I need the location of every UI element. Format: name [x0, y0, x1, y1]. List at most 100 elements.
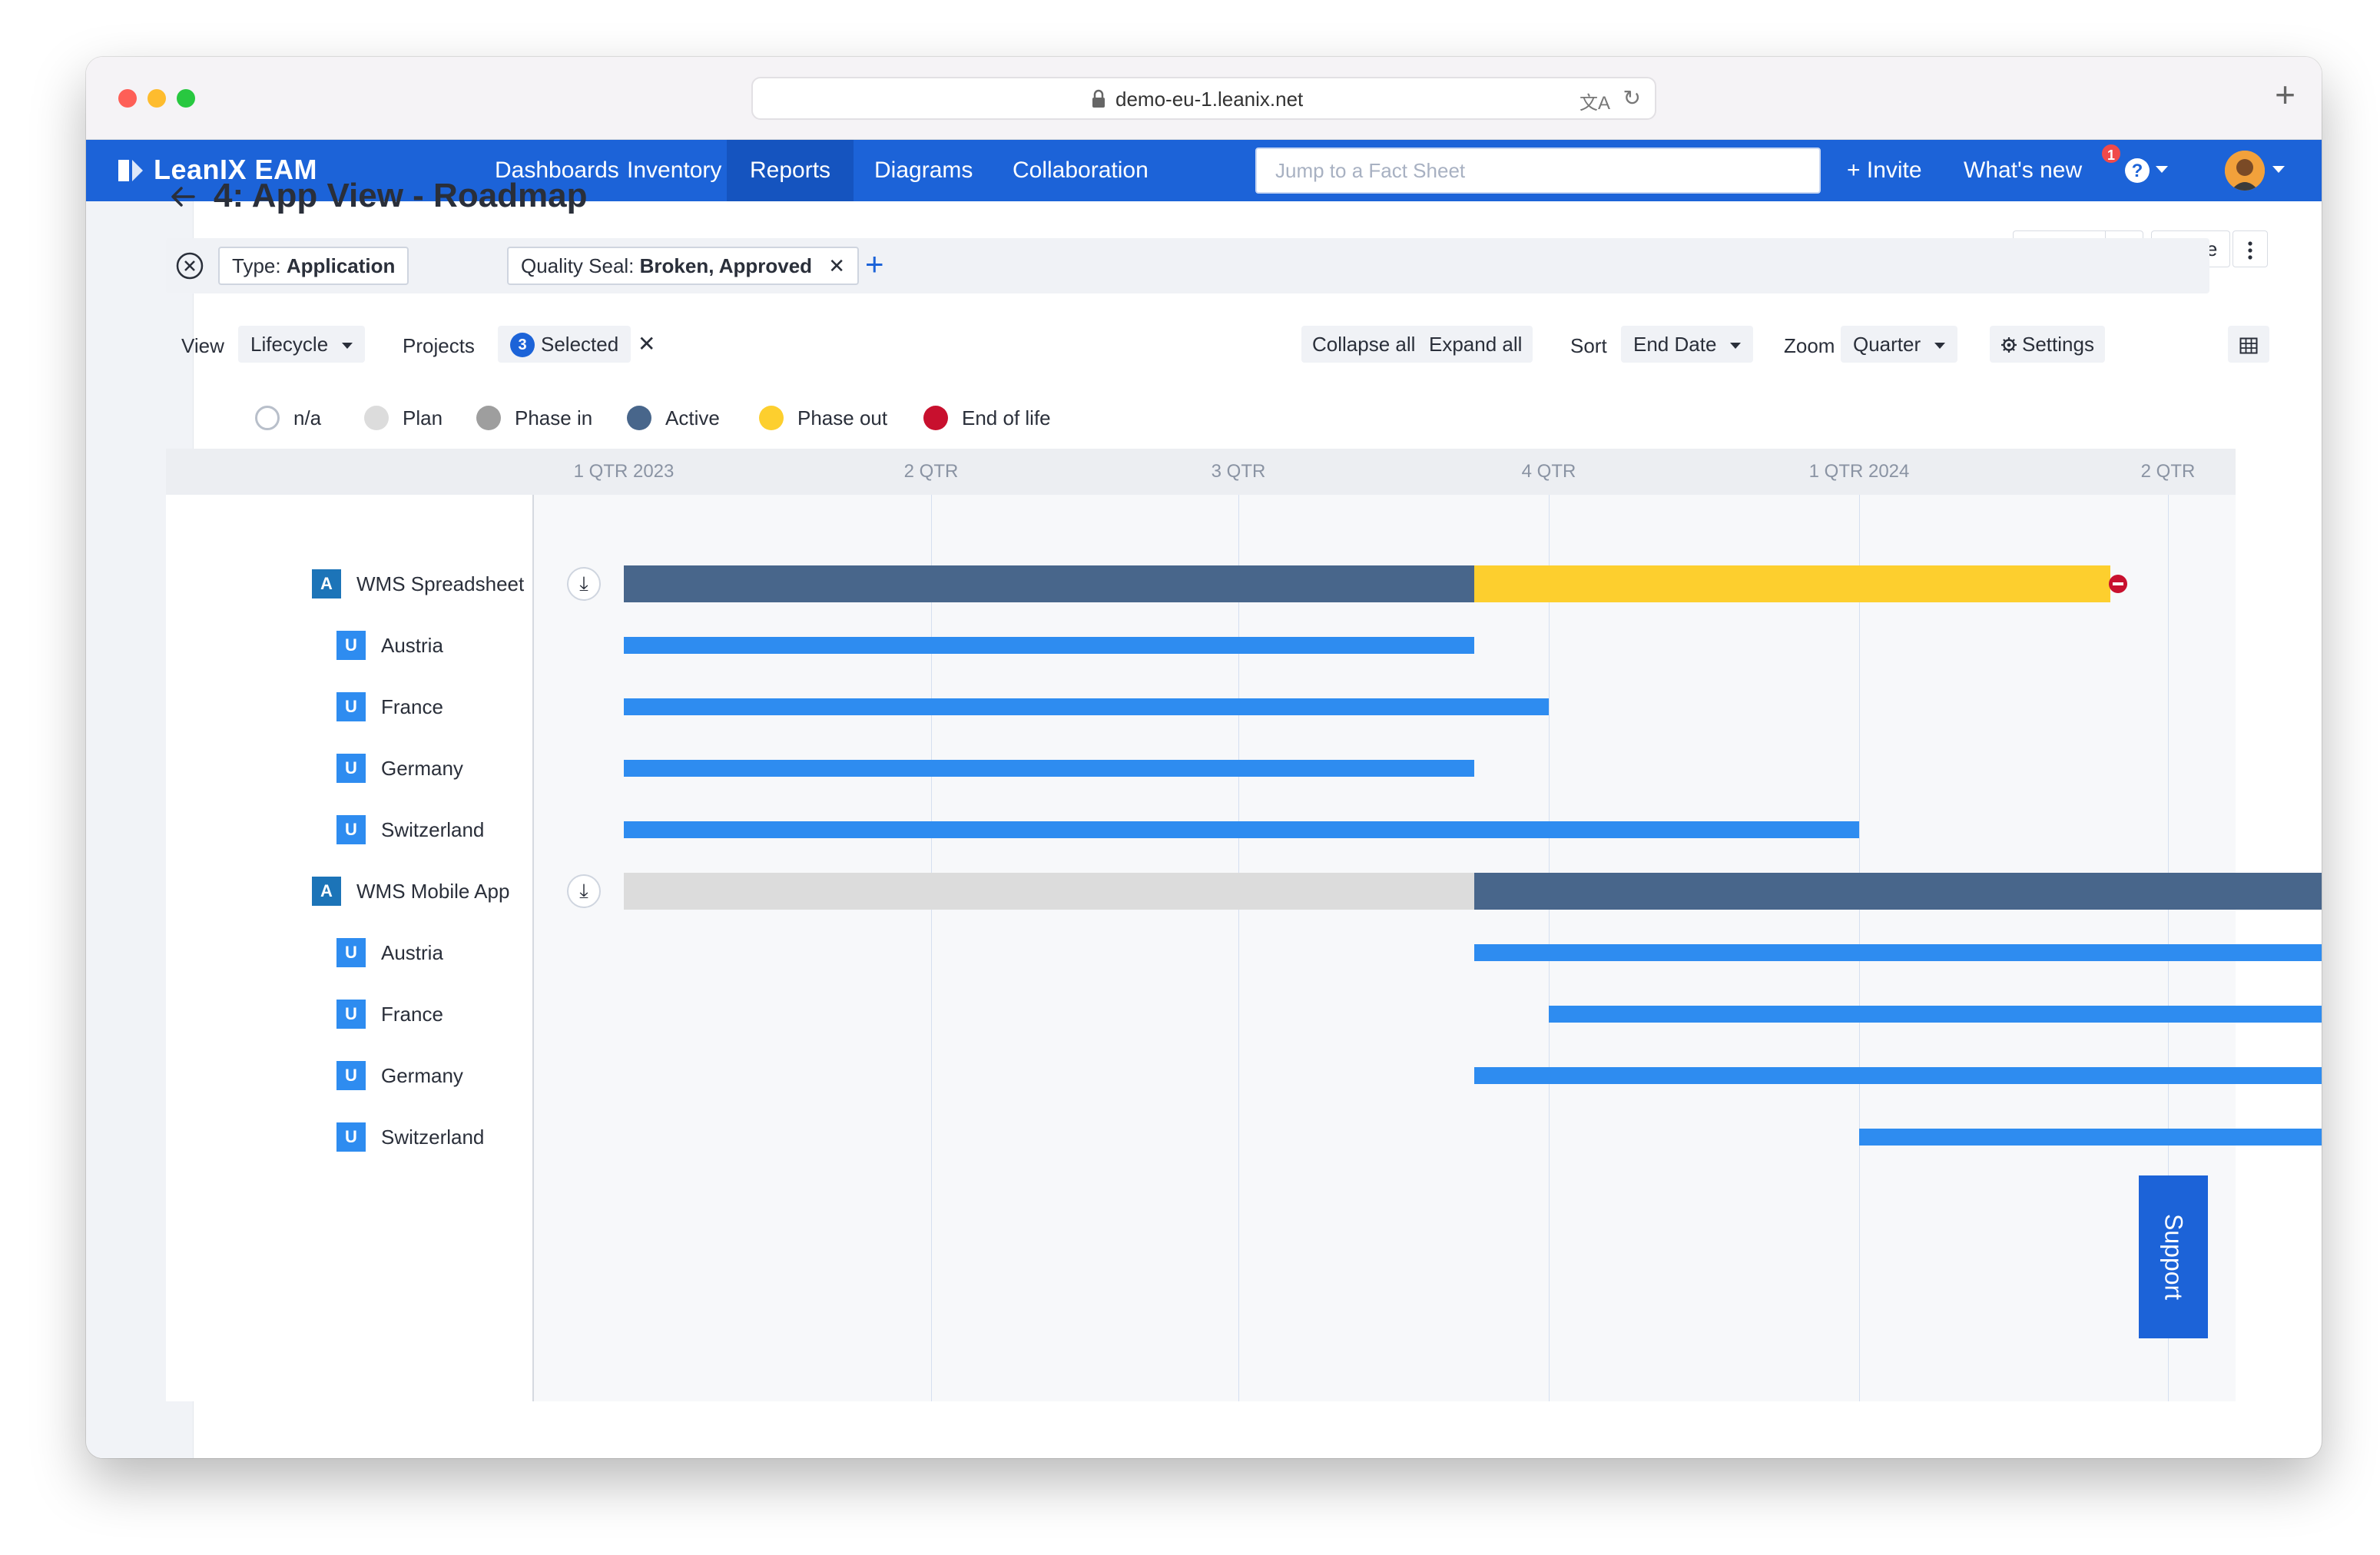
quarter-label: 2 QTR — [903, 461, 959, 482]
row-name: Austria — [381, 941, 443, 964]
zoom-label: Zoom — [1784, 334, 1835, 357]
project-bar[interactable] — [624, 698, 1549, 715]
legend-swatch — [923, 406, 948, 431]
legend-item-phase-out: Phase out — [759, 403, 887, 433]
application-type-icon: A — [312, 877, 341, 907]
legend-label: End of life — [962, 406, 1051, 429]
user-group-row-label[interactable]: U France — [336, 691, 443, 722]
nav-item-inventory[interactable]: Inventory — [627, 157, 722, 183]
project-bar[interactable] — [624, 637, 1475, 654]
lifecycle-bar-plan[interactable] — [624, 873, 1475, 910]
view-select[interactable]: Lifecycle — [238, 326, 366, 363]
user-group-row-label[interactable]: U Germany — [336, 753, 463, 784]
application-row-label[interactable]: A WMS Spreadsheet — [312, 569, 524, 599]
legend-label: Active — [665, 406, 720, 429]
quarter-label: 3 QTR — [1211, 461, 1266, 482]
user-group-type-icon: U — [336, 754, 366, 784]
page-title: 4: App View - Roadmap — [214, 177, 588, 214]
lifecycle-bar-phase-out[interactable] — [1474, 565, 2110, 602]
projects-select[interactable]: 3 Selected — [498, 326, 631, 363]
application-row-label[interactable]: A WMS Mobile App — [312, 876, 509, 907]
user-avatar[interactable] — [2225, 151, 2265, 191]
minimize-window-button[interactable] — [148, 89, 166, 108]
legend-item-phase-in: Phase in — [476, 403, 592, 433]
kebab-menu-icon — [2248, 241, 2252, 260]
support-tab[interactable]: Support — [2139, 1175, 2208, 1338]
table-grid-icon — [2239, 337, 2258, 354]
maximize-window-button[interactable] — [177, 89, 195, 108]
filter-value: Application — [286, 254, 396, 277]
user-group-type-icon: U — [336, 692, 366, 722]
user-group-row-label[interactable]: U Switzerland — [336, 814, 484, 845]
project-bar[interactable] — [624, 760, 1475, 777]
legend-item-end-of-life: End of life — [923, 403, 1051, 433]
reload-icon[interactable]: ↻ — [1623, 86, 1641, 110]
row-name: Germany — [381, 757, 463, 780]
quarter-label: 1 QTR 2023 — [573, 461, 675, 482]
table-view-button[interactable] — [2228, 326, 2269, 363]
legend-swatch — [476, 406, 501, 431]
filter-chip-quality-seal[interactable]: Quality Seal: Broken, Approved ✕ — [507, 247, 860, 285]
url-text: demo-eu-1.leanix.net — [1115, 88, 1304, 111]
project-bar[interactable] — [1474, 1067, 2322, 1084]
filter-chip-type[interactable]: Type: Application — [218, 247, 409, 285]
legend-swatch — [364, 406, 389, 431]
nav-item-collaboration[interactable]: Collaboration — [1013, 157, 1149, 183]
projects-select-value: Selected — [541, 333, 619, 356]
fact-sheet-search — [1255, 148, 1821, 194]
project-bar[interactable] — [1859, 1129, 2322, 1146]
sort-select-value: End Date — [1633, 333, 1717, 356]
user-group-type-icon: U — [336, 1122, 366, 1152]
end-of-life-marker[interactable] — [2108, 575, 2127, 593]
zoom-select[interactable]: Quarter — [1841, 326, 1958, 363]
brand-name[interactable]: LeanIX EAM — [154, 154, 318, 185]
legend-label: n/a — [293, 406, 322, 429]
help-chevron-down-icon[interactable] — [2156, 166, 2168, 173]
user-group-row-label[interactable]: U Austria — [336, 630, 443, 661]
clear-projects-icon[interactable]: ✕ — [638, 332, 656, 356]
whats-new-button[interactable]: What's new — [1964, 157, 2083, 183]
nav-item-diagrams[interactable]: Diagrams — [874, 157, 973, 183]
app-navbar: LeanIX EAM Dashboards Inventory Reports Dia… — [86, 140, 2322, 201]
project-bar[interactable] — [1549, 1006, 2322, 1023]
new-tab-button[interactable]: + — [2275, 75, 2295, 114]
clear-filters-icon[interactable] — [175, 251, 204, 280]
expand-all-button[interactable]: Expand all — [1418, 326, 1533, 363]
show-dependencies-icon[interactable]: ⤓ — [567, 567, 601, 601]
quarter-label: 1 QTR 2024 — [1808, 461, 1910, 482]
settings-button[interactable]: Settings — [1990, 326, 2105, 363]
search-input[interactable] — [1257, 149, 1819, 192]
lock-icon — [1092, 89, 1105, 108]
sort-select[interactable]: End Date — [1621, 326, 1754, 363]
quarter-gridline — [1238, 495, 1239, 1401]
address-bar[interactable]: demo-eu-1.leanix.net 文A ↻ — [751, 77, 1656, 120]
back-arrow-icon[interactable] — [167, 181, 198, 212]
remove-filter-icon[interactable]: ✕ — [828, 254, 846, 277]
nav-item-reports[interactable]: Reports — [727, 140, 854, 201]
user-group-row-label[interactable]: U Switzerland — [336, 1122, 484, 1152]
lifecycle-bar-active[interactable] — [1474, 873, 2322, 910]
show-dependencies-icon[interactable]: ⤓ — [567, 874, 601, 908]
chevron-down-icon — [1730, 343, 1742, 350]
filter-key: Quality Seal: — [521, 254, 635, 277]
project-bar[interactable] — [624, 821, 1859, 838]
user-group-row-label[interactable]: U France — [336, 999, 443, 1029]
add-filter-button[interactable]: + — [865, 246, 884, 282]
projects-count-badge: 3 — [510, 333, 535, 357]
user-group-row-label[interactable]: U Germany — [336, 1060, 463, 1091]
view-label: View — [181, 334, 224, 357]
collapse-all-button[interactable]: Collapse all — [1301, 326, 1427, 363]
row-name: France — [381, 1003, 443, 1026]
translate-icon[interactable]: 文A — [1579, 93, 1610, 114]
lifecycle-bar-active[interactable] — [624, 565, 1475, 602]
avatar-chevron-down-icon[interactable] — [2272, 166, 2285, 173]
help-icon[interactable]: ? — [2123, 157, 2151, 184]
more-options-button[interactable] — [2232, 230, 2268, 267]
close-window-button[interactable] — [118, 89, 137, 108]
invite-button[interactable]: + Invite — [1847, 157, 1922, 183]
chevron-down-icon — [342, 343, 353, 350]
nav-item-dashboards[interactable]: Dashboards — [495, 157, 619, 183]
project-bar[interactable] — [1474, 944, 2322, 961]
view-select-value: Lifecycle — [250, 333, 329, 356]
user-group-row-label[interactable]: U Austria — [336, 937, 443, 968]
